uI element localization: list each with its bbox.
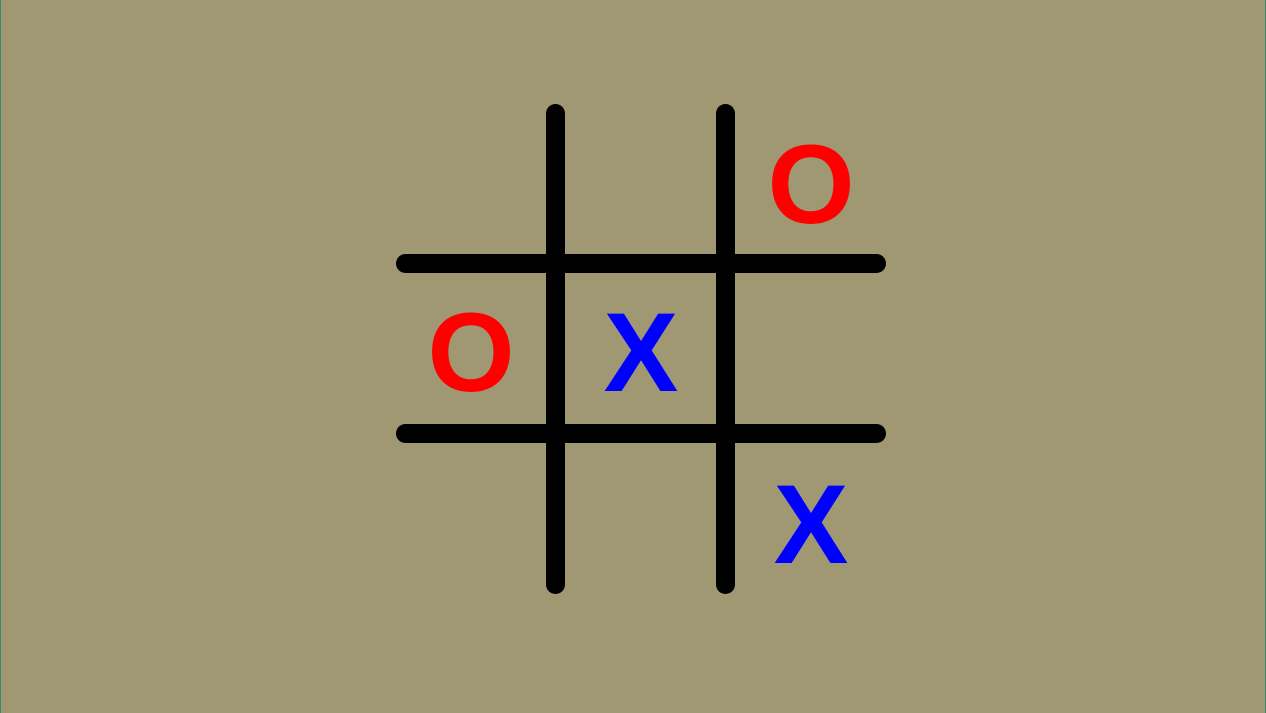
tic-tac-toe-board: O O X X [396, 104, 888, 596]
grid-line-vertical-2 [716, 104, 735, 594]
o-mark: O [427, 290, 515, 415]
cell-2-2[interactable]: X [736, 450, 886, 600]
cell-0-2[interactable]: O [736, 110, 886, 260]
grid-line-horizontal-1 [396, 254, 886, 273]
cell-1-0[interactable]: O [396, 278, 546, 428]
grid-line-horizontal-2 [396, 424, 886, 443]
x-mark: X [603, 290, 679, 415]
cell-2-0[interactable] [396, 444, 546, 594]
o-mark: O [767, 122, 855, 247]
x-mark: X [773, 462, 849, 587]
cell-2-1[interactable] [566, 444, 716, 594]
cell-0-1[interactable] [566, 104, 716, 254]
cell-1-2[interactable] [736, 274, 886, 424]
grid-line-vertical-1 [546, 104, 565, 594]
cell-0-0[interactable] [396, 104, 546, 254]
cell-1-1[interactable]: X [566, 278, 716, 428]
